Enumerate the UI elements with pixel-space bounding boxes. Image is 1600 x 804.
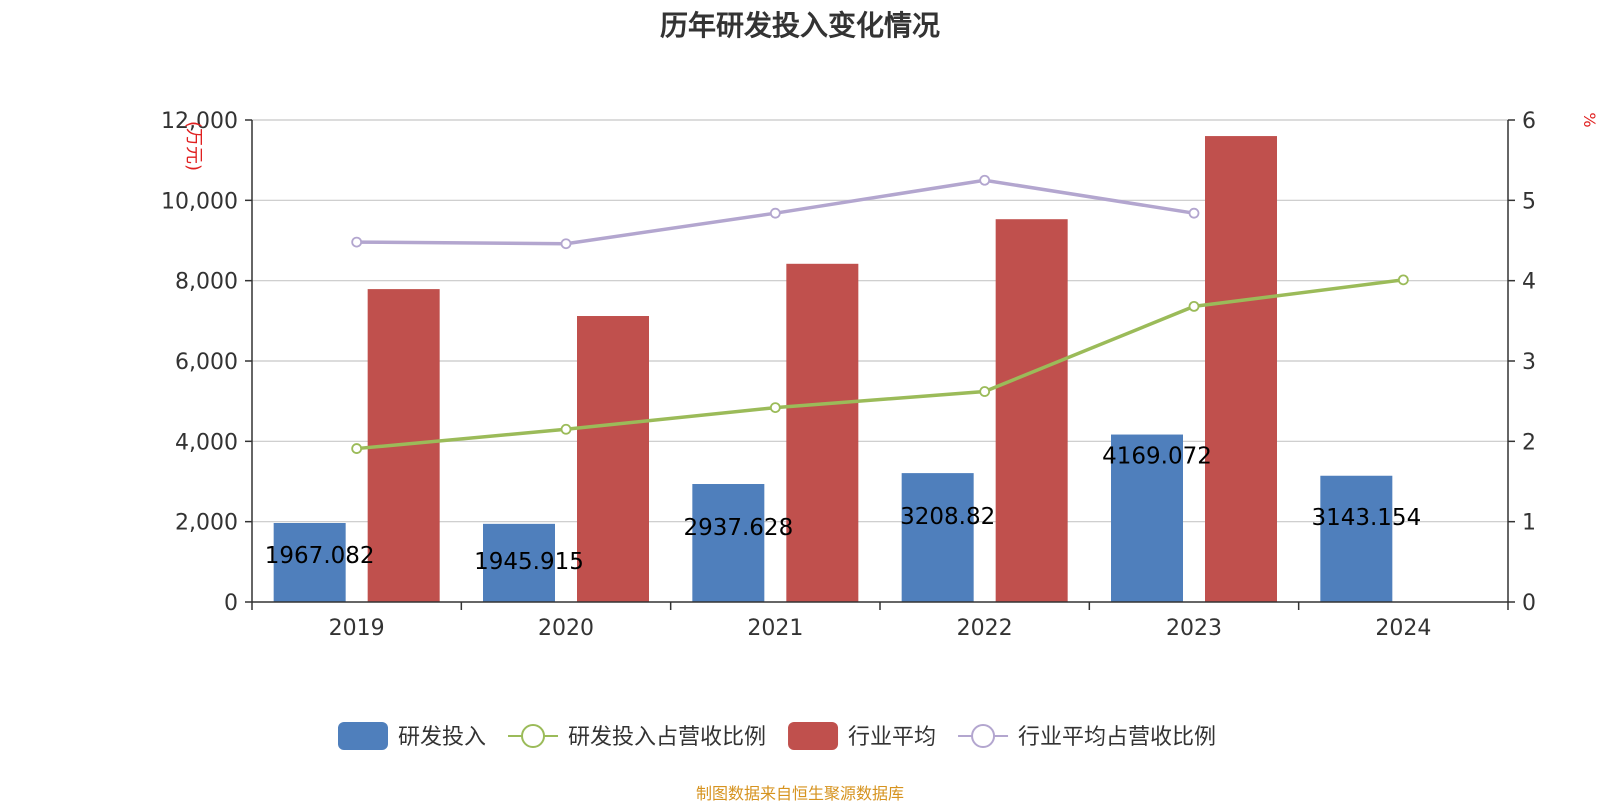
y-right-tick-label: 1 <box>1522 511 1536 536</box>
y-right-tick-label: 2 <box>1522 430 1536 455</box>
bar-rd-investment <box>1111 434 1183 602</box>
bar-rd-investment <box>901 473 974 602</box>
y-left-tick-label: 0 <box>224 591 238 616</box>
data-label-rd-investment: 4169.072 <box>1102 444 1212 470</box>
y-left-tick-label: 4,000 <box>175 430 238 455</box>
y-right-tick-label: 0 <box>1522 591 1536 616</box>
y-right-tick-label: 4 <box>1522 270 1536 295</box>
y-left-tick-label: 10,000 <box>161 189 238 214</box>
point-industry-ratio <box>351 236 363 248</box>
bar-industry-average <box>995 219 1068 602</box>
bar-rd-investment <box>273 522 346 602</box>
x-tick-label: 2020 <box>538 616 594 641</box>
x-tick-label: 2023 <box>1166 616 1222 641</box>
point-rd-ratio <box>979 386 991 397</box>
y-left-tick-label: 8,000 <box>175 270 238 295</box>
x-tick-label: 2019 <box>329 616 385 641</box>
y-left-tick-label: 12,000 <box>161 109 238 134</box>
chart-title: 历年研发投入变化情况 <box>659 9 940 42</box>
bar-industry-average <box>577 316 649 602</box>
point-industry-ratio <box>979 174 991 186</box>
y-right-axis-label: % <box>1580 112 1599 127</box>
point-industry-ratio <box>560 238 572 250</box>
y-right-tick-label: 3 <box>1522 350 1536 375</box>
point-rd-ratio <box>769 402 781 413</box>
x-tick-label: 2022 <box>957 616 1013 641</box>
legend-swatch <box>788 722 839 750</box>
point-rd-ratio <box>560 423 572 435</box>
y-left-axis-label: (万元) <box>183 121 204 171</box>
y-left-tick-label: 6,000 <box>175 350 238 375</box>
point-rd-ratio <box>1397 274 1409 286</box>
data-label-rd-investment: 2937.628 <box>683 515 793 541</box>
point-industry-ratio <box>769 207 781 219</box>
y-left-tick-label: 2,000 <box>175 511 238 536</box>
legend-swatch-marker <box>521 724 546 748</box>
bar-rd-investment <box>1320 475 1393 602</box>
legend-label: 研发投入占营收比例 <box>568 725 766 750</box>
point-rd-ratio <box>1188 300 1200 312</box>
bar-industry-average <box>786 263 859 602</box>
x-tick-label: 2024 <box>1375 616 1431 641</box>
bar-industry-average <box>1205 136 1277 603</box>
y-right-tick-label: 6 <box>1522 109 1536 134</box>
legend-label: 行业平均占营收比例 <box>1018 725 1216 750</box>
y-right-tick-label: 5 <box>1522 189 1536 214</box>
bar-rd-investment <box>483 523 555 602</box>
legend-swatch-marker <box>971 724 996 748</box>
source-note: 制图数据来自恒生聚源数据库 <box>695 784 904 803</box>
bar-rd-investment <box>692 484 765 602</box>
point-industry-ratio <box>1188 207 1200 219</box>
legend-swatch <box>338 722 388 750</box>
legend-label: 研发投入 <box>398 725 486 750</box>
data-label-rd-investment: 3208.82 <box>900 504 995 530</box>
point-rd-ratio <box>351 443 363 454</box>
data-label-rd-investment: 1967.082 <box>265 543 375 569</box>
line-rd-ratio <box>356 278 1404 451</box>
legend-label: 行业平均 <box>848 725 936 750</box>
data-label-rd-investment: 1945.915 <box>474 549 584 575</box>
data-label-rd-investment: 3143.154 <box>1311 505 1421 531</box>
x-tick-label: 2021 <box>747 616 803 641</box>
